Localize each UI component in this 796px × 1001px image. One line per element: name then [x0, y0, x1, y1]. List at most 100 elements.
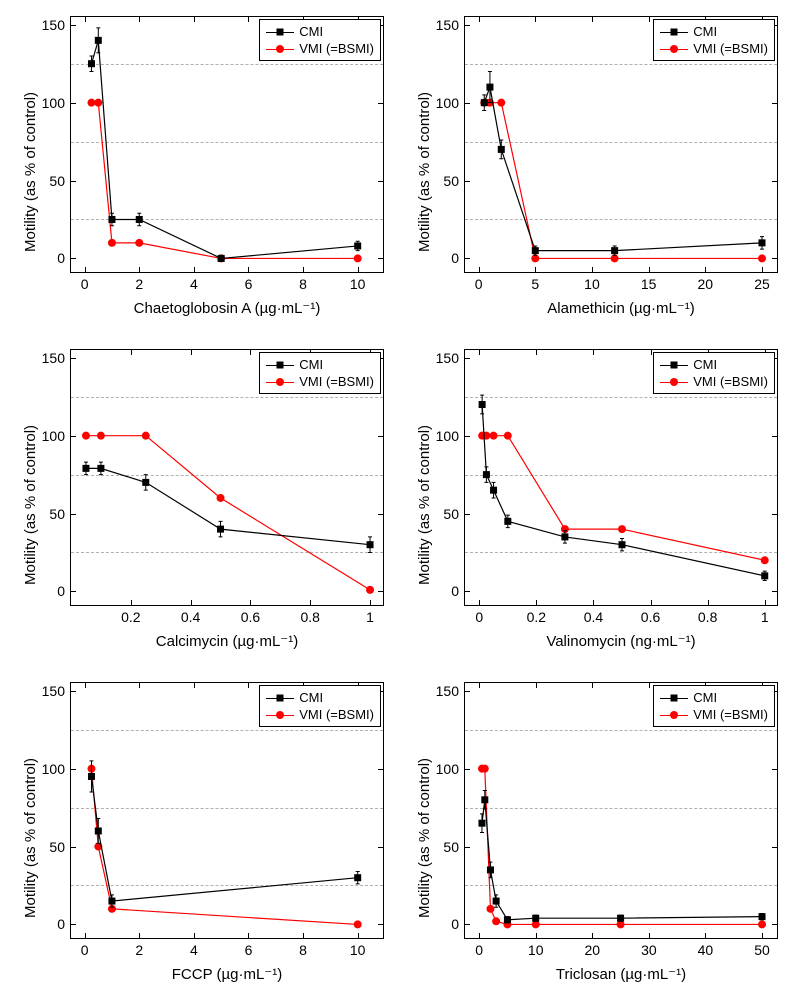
- panel-grid: 0501001500246810CMIVMI (=BSMI)Motility (…: [0, 0, 796, 1001]
- legend-item-vmi: VMI (=BSMI): [266, 373, 374, 390]
- x-tick-label: 0.2: [121, 605, 140, 625]
- y-tick-label: 50: [49, 839, 71, 855]
- y-tick-label: 100: [436, 761, 465, 777]
- y-tick-label: 0: [57, 250, 71, 266]
- legend: CMI VMI (=BSMI): [653, 352, 775, 394]
- x-tick-label: 5: [531, 272, 539, 292]
- x-axis-title: Chaetoglobosin A (µg·mL⁻¹): [134, 299, 321, 317]
- x-tick-label: 0: [475, 272, 483, 292]
- y-tick-label: 50: [49, 173, 71, 189]
- legend-item-cmi: CMI: [266, 356, 374, 373]
- legend-label: CMI: [693, 357, 717, 372]
- y-axis-title: Motility (as % of control): [22, 425, 39, 585]
- y-tick-label: 100: [42, 428, 71, 444]
- legend-label: VMI (=BSMI): [299, 374, 374, 389]
- plot-area: 05010015001020304050CMIVMI (=BSMI): [464, 682, 778, 939]
- y-tick-label: 100: [436, 95, 465, 111]
- x-tick-label: 2: [135, 272, 143, 292]
- x-tick-label: 0.4: [181, 605, 200, 625]
- legend-label: CMI: [299, 690, 323, 705]
- plot-area: 0501001500246810CMIVMI (=BSMI): [70, 682, 384, 939]
- plot-area: 05010015000.20.40.60.81CMIVMI (=BSMI): [464, 349, 778, 606]
- y-tick-label: 50: [49, 506, 71, 522]
- legend-item-cmi: CMI: [266, 23, 374, 40]
- x-tick-label: 0.2: [527, 605, 546, 625]
- figure-page: 0501001500246810CMIVMI (=BSMI)Motility (…: [0, 0, 796, 1001]
- x-tick-label: 10: [584, 272, 600, 292]
- y-tick-label: 150: [436, 17, 465, 33]
- x-tick-label: 1: [366, 605, 374, 625]
- legend-item-vmi: VMI (=BSMI): [660, 373, 768, 390]
- legend-label: CMI: [299, 357, 323, 372]
- x-axis-title: Alamethicin (µg·mL⁻¹): [547, 299, 694, 317]
- x-tick-label: 20: [698, 272, 714, 292]
- legend-item-cmi: CMI: [266, 689, 374, 706]
- panel-calcimycin: 0501001500.20.40.60.81CMIVMI (=BSMI)Moti…: [6, 343, 396, 658]
- x-tick-label: 40: [698, 938, 714, 958]
- plot-area: 0501001500246810CMIVMI (=BSMI): [70, 16, 384, 273]
- y-axis-title: Motility (as % of control): [22, 758, 39, 918]
- panel-valinomycin: 05010015000.20.40.60.81CMIVMI (=BSMI)Mot…: [400, 343, 790, 658]
- legend: CMIVMI (=BSMI): [259, 19, 381, 61]
- y-tick-label: 150: [436, 350, 465, 366]
- y-tick-label: 100: [42, 761, 71, 777]
- x-tick-label: 10: [528, 938, 544, 958]
- legend-item-vmi: VMI (=BSMI): [660, 706, 768, 723]
- y-tick-label: 50: [443, 839, 465, 855]
- x-tick-label: 4: [190, 272, 198, 292]
- legend-label: CMI: [693, 690, 717, 705]
- y-tick-label: 0: [451, 583, 465, 599]
- x-tick-label: 0.8: [698, 605, 717, 625]
- x-axis-title: Triclosan (µg·mL⁻¹): [556, 965, 686, 983]
- y-axis-title: Motility (as % of control): [22, 92, 39, 252]
- legend-item-vmi: VMI (=BSMI): [660, 40, 768, 57]
- y-tick-label: 0: [57, 916, 71, 932]
- plot-area: 0501001500510152025CMIVMI (=BSMI): [464, 16, 778, 273]
- x-tick-label: 2: [135, 938, 143, 958]
- y-axis-title: Motility (as % of control): [416, 92, 433, 252]
- legend-label: VMI (=BSMI): [693, 41, 768, 56]
- x-axis-title: Valinomycin (ng·mL⁻¹): [546, 632, 695, 650]
- legend-label: VMI (=BSMI): [693, 374, 768, 389]
- panel-alamethicin: 0501001500510152025CMIVMI (=BSMI) Motilit…: [400, 10, 790, 325]
- x-tick-label: 15: [641, 272, 657, 292]
- panel-triclosan: 0 50 100 150 0 10 20 30 40 50 CMI VMI (=BSMI) Motili…: [400, 676, 790, 991]
- y-tick-label: 150: [42, 17, 71, 33]
- legend-item-vmi: VMI (=BSMI): [266, 706, 374, 723]
- y-tick-label: 100: [436, 428, 465, 444]
- legend: CMI VMI (=BSMI): [259, 352, 381, 394]
- x-tick-label: 0.6: [241, 605, 260, 625]
- x-tick-label: 50: [754, 938, 770, 958]
- x-tick-label: 10: [350, 938, 366, 958]
- panel-fccp: 0501001500246810CMIVMI (=BSMI) Motility (…: [6, 676, 396, 991]
- x-tick-label: 8: [299, 272, 307, 292]
- legend-item-cmi: CMI: [660, 689, 768, 706]
- legend-item-cmi: CMI: [660, 356, 768, 373]
- legend-label: VMI (=BSMI): [693, 707, 768, 722]
- legend: CMIVMI (=BSMI): [653, 19, 775, 61]
- x-tick-label: 6: [245, 272, 253, 292]
- x-tick-label: 6: [245, 938, 253, 958]
- y-tick-label: 150: [436, 683, 465, 699]
- x-tick-label: 0.4: [584, 605, 603, 625]
- legend-label: CMI: [299, 24, 323, 39]
- x-tick-label: 30: [641, 938, 657, 958]
- x-tick-label: 0.8: [301, 605, 320, 625]
- y-tick-label: 50: [443, 173, 465, 189]
- legend-item-vmi: VMI (=BSMI): [266, 40, 374, 57]
- y-tick-label: 0: [57, 583, 71, 599]
- x-tick-label: 10: [350, 272, 366, 292]
- x-tick-label: 0: [81, 272, 89, 292]
- x-axis-title: Calcimycin (µg·mL⁻¹): [156, 632, 298, 650]
- y-tick-label: 50: [443, 506, 465, 522]
- plot-area: 0501001500.20.40.60.81CMIVMI (=BSMI): [70, 349, 384, 606]
- legend: CMI VMI (=BSMI): [653, 685, 775, 727]
- y-axis-title: Motility (as % of control): [416, 758, 433, 918]
- y-tick-label: 0: [451, 916, 465, 932]
- y-tick-label: 100: [42, 95, 71, 111]
- legend: CMIVMI (=BSMI): [259, 685, 381, 727]
- x-tick-label: 0: [475, 605, 483, 625]
- x-tick-label: 1: [761, 605, 769, 625]
- x-tick-label: 20: [585, 938, 601, 958]
- x-tick-label: 0: [475, 938, 483, 958]
